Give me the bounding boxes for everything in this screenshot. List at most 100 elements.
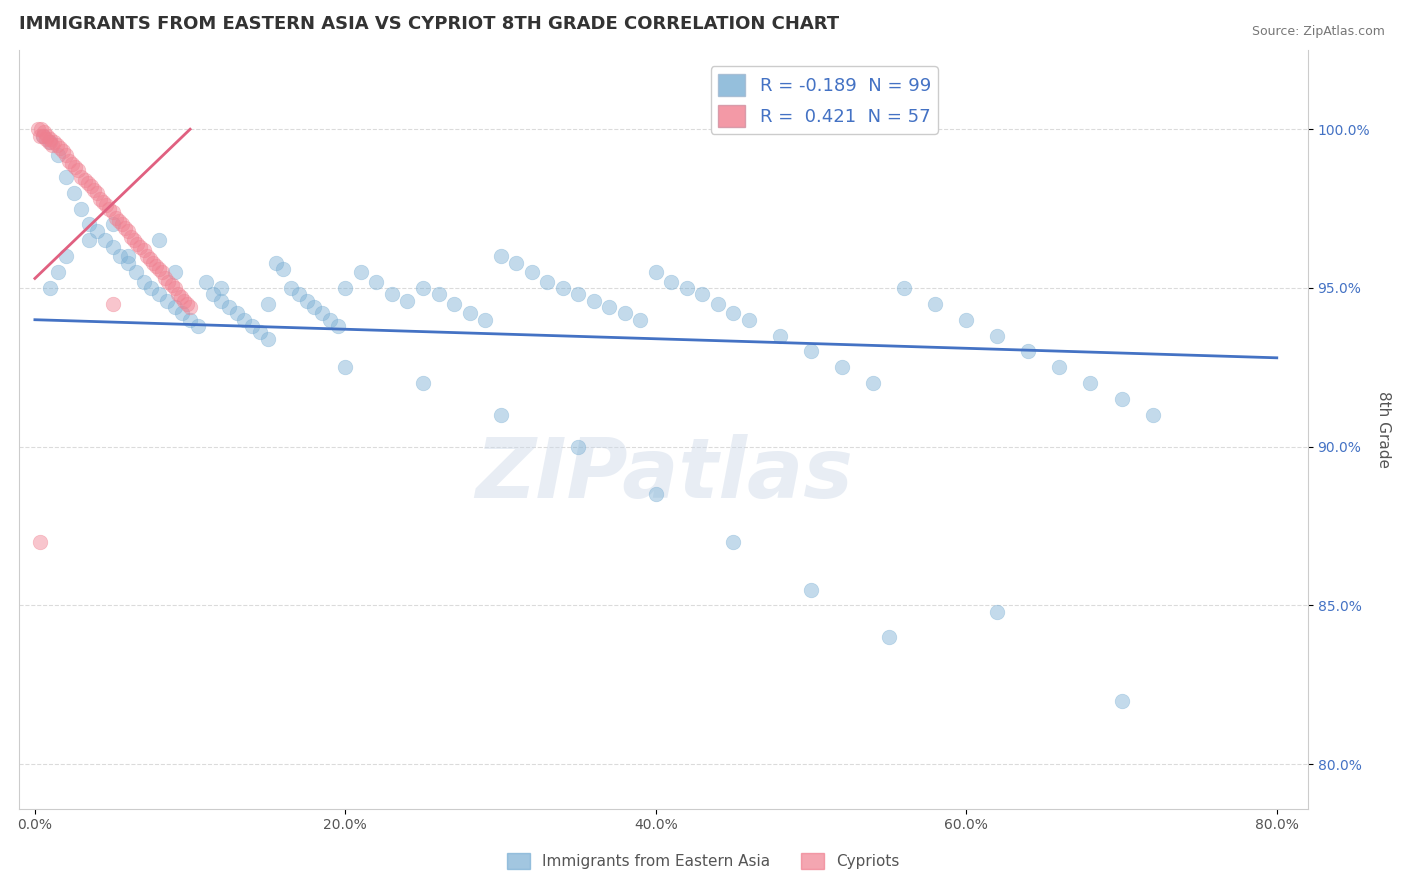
Point (142, 255, 165, 269)
Point (86, 224, 108, 238)
Point (1049, 360, 1071, 375)
Point (132, 243, 155, 257)
Point (202, 287, 225, 301)
Point (155, 271, 177, 285)
Point (32, 125, 55, 139)
Point (117, 224, 139, 238)
Point (139, 252, 162, 267)
Point (1080, 376, 1102, 391)
Point (122, 233, 145, 247)
Point (256, 332, 278, 346)
Point (45, 138, 67, 153)
Point (125, 265, 148, 279)
Point (613, 306, 636, 320)
Point (319, 312, 342, 326)
Point (536, 275, 558, 289)
Point (986, 605, 1008, 619)
Point (65, 161, 87, 175)
Point (86, 186, 108, 200)
Point (218, 300, 240, 314)
Point (955, 312, 977, 326)
Point (76, 176, 98, 190)
Point (209, 293, 232, 308)
Point (101, 240, 124, 254)
Point (280, 281, 302, 295)
Point (567, 287, 589, 301)
Point (27, 122, 49, 136)
Legend: Immigrants from Eastern Asia, Cypriots: Immigrants from Eastern Asia, Cypriots (501, 847, 905, 875)
Point (127, 236, 149, 251)
Point (67, 163, 90, 178)
Point (986, 328, 1008, 343)
Point (723, 306, 745, 320)
Point (117, 249, 139, 263)
Point (311, 306, 333, 320)
Point (707, 297, 730, 311)
Point (831, 360, 853, 375)
Point (150, 265, 173, 279)
Point (644, 265, 666, 279)
Text: ZIPatlas: ZIPatlas (475, 434, 852, 516)
Point (117, 255, 139, 269)
Point (96, 198, 118, 212)
Point (443, 297, 465, 311)
Point (628, 312, 651, 326)
Point (52, 145, 75, 159)
Point (55, 249, 77, 263)
Point (209, 281, 232, 295)
Point (179, 312, 201, 326)
Point (173, 293, 195, 308)
Point (288, 287, 311, 301)
Point (80, 179, 103, 194)
Point (304, 300, 326, 314)
Point (458, 306, 481, 320)
Point (141, 281, 163, 295)
Point (83, 182, 105, 196)
Point (176, 297, 198, 311)
Point (1111, 694, 1133, 708)
Point (1111, 392, 1133, 406)
Point (73, 173, 96, 187)
Point (31, 128, 53, 143)
Point (129, 240, 152, 254)
Point (70, 202, 93, 216)
Point (326, 319, 349, 334)
Point (157, 275, 180, 289)
Point (366, 275, 388, 289)
Point (77, 218, 100, 232)
Point (46, 265, 69, 279)
Point (551, 281, 574, 295)
Point (89, 192, 111, 206)
Point (1142, 408, 1164, 422)
Point (264, 255, 287, 269)
Point (489, 249, 512, 263)
Point (101, 297, 124, 311)
Point (738, 312, 761, 326)
Point (39, 135, 62, 149)
Point (101, 204, 124, 219)
Point (55, 169, 77, 184)
Point (893, 281, 915, 295)
Point (295, 293, 318, 308)
Point (145, 259, 167, 273)
Point (249, 326, 271, 340)
Point (77, 233, 100, 247)
Point (489, 408, 512, 422)
Point (55, 147, 77, 161)
Point (179, 300, 201, 314)
Point (163, 300, 186, 314)
Point (48, 141, 70, 155)
Point (335, 281, 357, 295)
Point (37, 128, 59, 143)
Point (520, 265, 543, 279)
Point (70, 169, 93, 184)
Text: Source: ZipAtlas.com: Source: ZipAtlas.com (1251, 25, 1385, 38)
Point (166, 287, 188, 301)
Point (104, 211, 127, 226)
Legend: R = -0.189  N = 99, R =  0.421  N = 57: R = -0.189 N = 99, R = 0.421 N = 57 (711, 66, 938, 134)
Point (42, 135, 65, 149)
Point (769, 328, 792, 343)
Point (598, 300, 620, 314)
Point (800, 582, 823, 597)
Point (94, 233, 117, 247)
